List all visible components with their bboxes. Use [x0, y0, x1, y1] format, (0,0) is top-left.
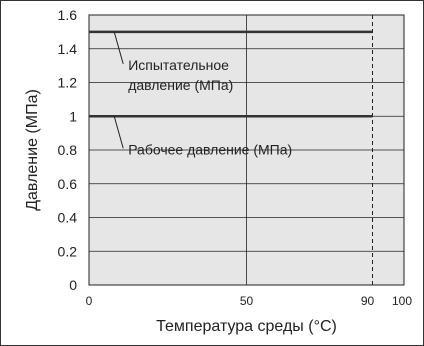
y-tick-label: 1.6	[58, 7, 78, 23]
series-labels: Испытательное давление (МПа) Рабочее давле…	[113, 31, 292, 157]
x-tick-label: 0	[86, 294, 93, 308]
series-label-0-line-1: давление (МПа)	[128, 77, 233, 93]
y-tick-label: 0	[69, 277, 77, 293]
y-tick-label: 1	[69, 108, 77, 124]
x-axis-title: Температура среды (°C)	[156, 318, 337, 335]
x-tick-label: 90	[361, 294, 375, 308]
y-tick-label: 0.2	[58, 243, 78, 259]
series-leader-0	[113, 31, 124, 65]
series-leader-1	[113, 116, 124, 149]
y-tick-label: 0.8	[58, 142, 78, 158]
tick-labels: 0 0.2 0.4 0.6 0.8 1 1.2 1.4 1.6 0 50 90 100	[58, 7, 413, 308]
series-group	[89, 30, 373, 118]
x-tick-label: 50	[240, 294, 254, 308]
y-axis-title: Давление (МПа)	[24, 89, 41, 211]
y-tick-label: 0.6	[58, 176, 78, 192]
y-tick-label: 1.4	[58, 41, 78, 57]
y-tick-label: 0.4	[58, 210, 78, 226]
x-tick-label: 100	[392, 294, 412, 308]
y-tick-label: 1.2	[58, 75, 78, 91]
series-label-1-line-0: Рабочее давление (МПа)	[128, 141, 292, 157]
series-label-0-line-0: Испытательное	[128, 57, 229, 73]
